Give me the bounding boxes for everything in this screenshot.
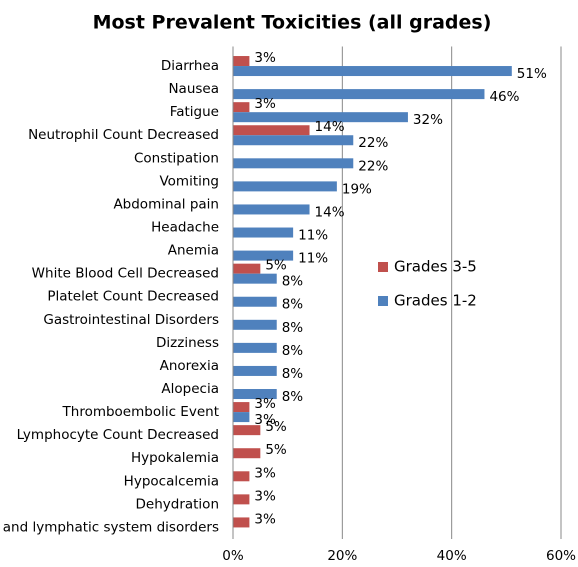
- value-label: 3%: [254, 488, 276, 504]
- value-label: 3%: [254, 465, 276, 481]
- bar: [233, 517, 250, 528]
- bar: [233, 319, 277, 330]
- bar: [233, 389, 277, 400]
- value-label: 32%: [413, 112, 443, 128]
- legend-label: Grades 1-2: [394, 292, 477, 310]
- value-label: 5%: [265, 419, 287, 435]
- value-label: 8%: [282, 343, 304, 359]
- bar: [233, 402, 250, 413]
- y-tick-label: Hypokalemia: [131, 450, 219, 466]
- value-label: 8%: [282, 297, 304, 313]
- y-tick-label: White Blood Cell Decreased: [32, 266, 219, 282]
- bar: [233, 102, 250, 113]
- bar: [233, 158, 354, 169]
- value-label: 11%: [298, 228, 328, 244]
- value-label: 5%: [265, 442, 287, 458]
- value-label: 8%: [282, 274, 304, 290]
- y-tick-label: Constipation: [134, 150, 219, 166]
- value-label: 5%: [265, 258, 287, 274]
- bar: [233, 66, 512, 77]
- bar: [233, 89, 485, 100]
- bar: [233, 263, 261, 274]
- y-tick-label: Abdominal pain: [113, 196, 219, 212]
- value-label: 8%: [282, 389, 304, 405]
- bar: [233, 227, 294, 238]
- bar: [233, 112, 408, 123]
- value-label: 3%: [254, 50, 276, 66]
- bar: [233, 365, 277, 376]
- y-tick-label: Headache: [151, 220, 219, 236]
- bar: [233, 125, 310, 136]
- value-label: 8%: [282, 366, 304, 382]
- legend-label: Grades 3-5: [394, 258, 477, 276]
- y-tick-label: Thromboembolic Event: [62, 404, 219, 420]
- value-label: 46%: [489, 89, 519, 105]
- chart-title: Most Prevalent Toxicities (all grades): [93, 12, 492, 34]
- bar: [233, 494, 250, 505]
- y-tick-label: Dizziness: [156, 335, 219, 351]
- y-tick-label: and lymphatic system disorders: [3, 519, 219, 535]
- bar: [233, 204, 310, 215]
- y-tick-label: Neutrophil Count Decreased: [28, 127, 219, 143]
- y-tick-label: Platelet Count Decreased: [47, 289, 219, 305]
- value-label: 22%: [358, 158, 388, 174]
- x-tick-label: 60%: [546, 548, 576, 564]
- x-tick-label: 20%: [327, 548, 357, 564]
- bar: [233, 342, 277, 353]
- bar: [233, 296, 277, 307]
- x-tick-label: 0%: [222, 548, 244, 564]
- value-label: 22%: [358, 135, 388, 151]
- bar: [233, 471, 250, 482]
- y-tick-label: Anemia: [168, 243, 219, 259]
- bar: [233, 273, 277, 284]
- y-tick-label: Vomiting: [159, 173, 219, 189]
- y-tick-label: Anorexia: [160, 358, 219, 374]
- y-tick-label: Fatigue: [170, 104, 219, 120]
- value-label: 8%: [282, 320, 304, 336]
- value-label: 3%: [254, 396, 276, 412]
- y-tick-label: Lymphocyte Count Decreased: [17, 427, 219, 443]
- legend-swatch: [378, 262, 388, 272]
- value-label: 11%: [298, 251, 328, 267]
- value-label: 3%: [254, 511, 276, 527]
- value-label: 3%: [254, 96, 276, 112]
- bar: [233, 250, 294, 261]
- value-label: 14%: [315, 204, 345, 220]
- y-tick-label: Nausea: [168, 81, 219, 97]
- bar: [233, 56, 250, 67]
- y-tick-label: Diarrhea: [161, 58, 219, 74]
- y-tick-label: Alopecia: [161, 381, 219, 397]
- value-label: 14%: [315, 119, 345, 135]
- value-label: 51%: [517, 66, 547, 82]
- value-label: 3%: [254, 412, 276, 428]
- bar: [233, 448, 261, 459]
- y-tick-label: Dehydration: [136, 496, 220, 512]
- value-label: 19%: [342, 181, 372, 197]
- y-tick-label: Gastrointestinal Disorders: [43, 312, 219, 328]
- bar: [233, 412, 250, 423]
- bar: [233, 135, 354, 146]
- legend-swatch: [378, 296, 388, 306]
- y-tick-label: Hypocalcemia: [124, 473, 219, 489]
- bar: [233, 181, 337, 192]
- x-tick-label: 40%: [437, 548, 467, 564]
- bar: [233, 425, 261, 436]
